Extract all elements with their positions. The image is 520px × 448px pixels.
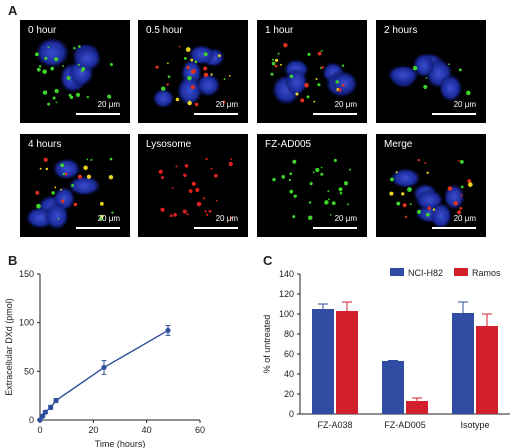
legend-swatch [454,268,468,276]
microscopy-tile: 2 hours 20 μm [376,20,486,123]
cell-image [272,158,351,221]
microscopy-tile: FZ-AD005 20 μm [257,134,367,237]
microscopy-tile: Lysosome 20 μm [138,134,248,237]
microscopy-tile: 0.5 hour 20 μm [138,20,248,123]
category-label: FZ-AD005 [384,420,426,430]
microscopy-tile: 1 hour 20 μm [257,20,367,123]
bar [336,311,358,414]
y-tick-label: 80 [284,329,294,339]
y-axis-label: % of untreated [262,315,272,374]
scale-bar-label: 20 μm [334,100,357,109]
bar [476,326,498,414]
y-tick-label: 50 [24,366,34,376]
scale-bar-label: 20 μm [97,100,120,109]
y-tick-label: 0 [289,409,294,419]
chart-b-extracellular-dxd: 0 20 40 60 0 50 100 150 Time (hours) Extracellula… [4,269,205,448]
data-point [53,397,59,404]
tile-label: Merge [384,139,413,150]
legend-label: Ramos [472,268,501,278]
cell-image [158,158,233,220]
tile-label: Lysosome [146,139,192,150]
tile-label: 0 hour [28,25,57,36]
y-tick-label: 60 [284,349,294,359]
category-label: FZ-A038 [317,420,352,430]
data-point [40,413,46,419]
y-tick-label: 150 [19,269,34,279]
data-point [101,364,107,371]
x-tick-label: 60 [195,425,205,435]
category-label: Isotype [460,420,489,430]
scale-bar-label: 20 μm [97,214,120,223]
scale-bar-label: 20 μm [215,214,238,223]
panel-label-a: A [8,3,18,18]
tile-label: FZ-AD005 [265,139,312,150]
scale-bar-label: 20 μm [215,100,238,109]
tile-label: 0.5 hour [146,25,183,36]
microscopy-tile: 4 hours 20 μm [20,134,130,237]
scale-bar [194,227,238,229]
bar [452,313,474,414]
scale-bar-label: 20 μm [453,214,476,223]
scale-bar [313,227,357,229]
y-tick-label: 40 [284,369,294,379]
scale-bar [76,113,120,115]
tile-label: 4 hours [28,139,62,150]
legend-label: NCI-H82 [408,268,443,278]
y-axis-label: Extracellular DXd (pmol) [4,298,14,396]
bar [406,401,428,414]
tile-label: 2 hours [384,25,418,36]
cell-image [387,53,471,102]
y-tick-label: 100 [279,309,294,319]
scale-bar [313,113,357,115]
x-tick-label: 20 [88,425,98,435]
y-tick-label: 20 [284,389,294,399]
microscopy-tile: 0 hour 20 μm [20,20,130,123]
cell-image [35,37,113,106]
panel-label-c: C [263,253,273,268]
cell-image [389,158,473,229]
cell-image [270,43,357,105]
x-axis-label: Time (hours) [95,439,146,448]
legend-swatch [390,268,404,276]
tile-label: 1 hour [265,25,294,36]
scale-bar [432,227,476,229]
data-point [165,327,171,334]
y-tick-label: 0 [29,415,34,425]
data-point [48,404,54,410]
cell-image [152,45,231,108]
scale-bar [194,113,238,115]
scale-bar [432,113,476,115]
panel-label-b: B [8,253,18,268]
data-point [37,417,43,423]
y-tick-label: 100 [19,318,34,328]
chart-c-percent-untreated: 0 20 40 60 80 100 120 140 % of untreated FZ-A038 F… [262,268,510,430]
scale-bar-label: 20 μm [453,100,476,109]
scale-bar-label: 20 μm [334,214,357,223]
bar [312,309,334,414]
data-point [42,409,48,415]
x-tick-label: 40 [142,425,152,435]
cell-image [25,157,114,230]
y-tick-label: 140 [279,269,294,279]
bar [382,361,404,414]
microscopy-tile: Merge 20 μm [376,134,486,237]
series-line [39,329,169,421]
scale-bar [76,227,120,229]
y-tick-label: 120 [279,289,294,299]
x-tick-label: 0 [37,425,42,435]
